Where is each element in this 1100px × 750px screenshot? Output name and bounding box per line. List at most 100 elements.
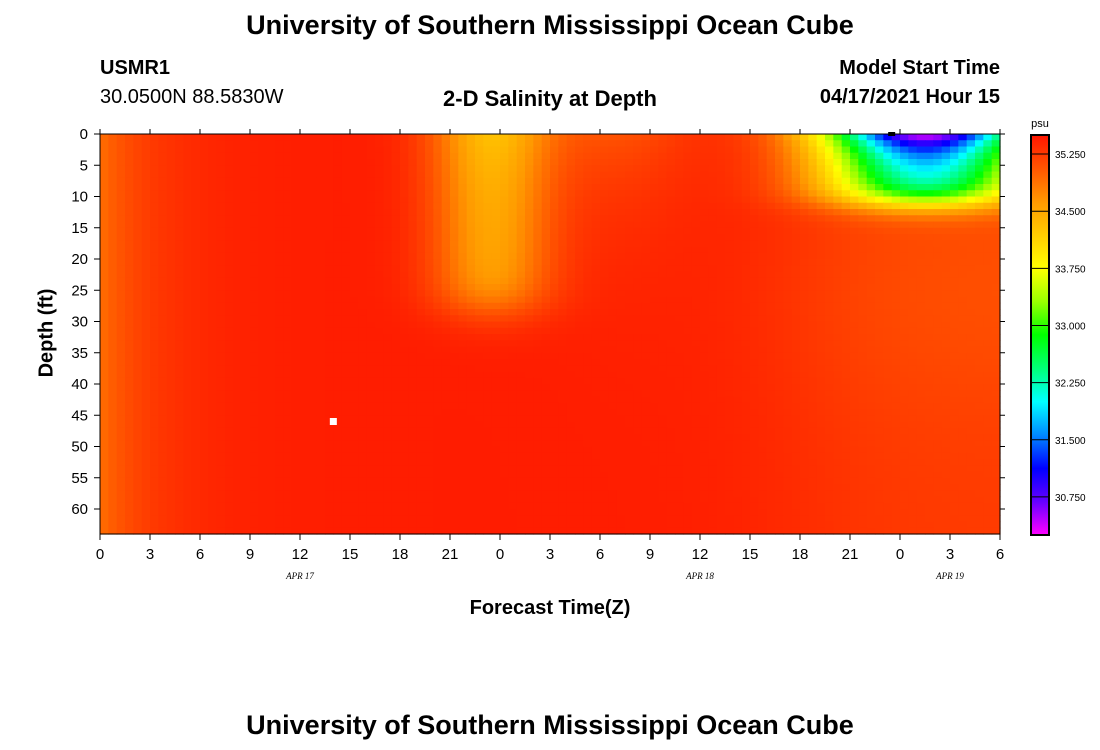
heatmap-cell [416, 215, 426, 223]
heatmap-cell [966, 415, 976, 423]
heatmap-cell [116, 359, 126, 366]
heatmap-cell [716, 277, 726, 285]
heatmap-cell [208, 290, 218, 298]
heatmap-cell [125, 359, 134, 366]
heatmap-cell [958, 346, 968, 354]
heatmap-cell [350, 190, 359, 198]
heatmap-cell [300, 246, 309, 254]
heatmap-cell [708, 365, 718, 373]
heatmap-cell [775, 196, 784, 204]
heatmap-cell [358, 309, 368, 316]
heatmap-cell [250, 196, 259, 204]
heatmap-cell [275, 246, 284, 254]
heatmap-cell [908, 227, 918, 235]
heatmap-cell [733, 315, 743, 323]
heatmap-cell [941, 415, 951, 423]
heatmap-cell [783, 271, 793, 279]
heatmap-cell [425, 321, 434, 329]
heatmap-cell [325, 134, 334, 141]
heatmap-cell [525, 334, 534, 341]
heatmap-cell [225, 402, 234, 410]
heatmap-cell [750, 171, 759, 179]
heatmap-cell [725, 327, 734, 335]
heatmap-cell [300, 165, 309, 173]
heatmap-cell [466, 390, 476, 398]
heatmap-cell [900, 284, 909, 291]
heatmap-cell [350, 202, 359, 210]
heatmap-cell [983, 215, 993, 223]
heatmap-cell [708, 302, 718, 310]
heatmap-cell [191, 315, 201, 323]
heatmap-cell [258, 377, 268, 385]
heatmap-cell [616, 371, 626, 379]
heatmap-cell [375, 165, 384, 173]
heatmap-cell [291, 221, 301, 229]
heatmap-cell [941, 334, 951, 341]
heatmap-cell [741, 390, 751, 398]
heatmap-cell [216, 221, 226, 229]
heatmap-cell [858, 215, 868, 223]
heatmap-cell [283, 152, 293, 160]
heatmap-cell [225, 234, 234, 241]
heatmap-cell [266, 277, 276, 285]
heatmap-cell [625, 252, 634, 260]
heatmap-cell [658, 309, 668, 316]
heatmap-cell [875, 309, 884, 316]
heatmap-cell [800, 209, 809, 216]
heatmap-cell [991, 190, 1001, 198]
heatmap-cell [433, 340, 443, 348]
heatmap-cell [750, 327, 759, 335]
heatmap-cell [833, 377, 843, 385]
heatmap-cell [375, 396, 384, 404]
heatmap-cell [441, 196, 451, 204]
heatmap-cell [966, 271, 976, 279]
heatmap-cell [550, 384, 559, 391]
heatmap-cell [300, 315, 309, 323]
heatmap-cell [800, 415, 809, 423]
heatmap-cell [633, 234, 643, 241]
heatmap-cell [733, 321, 743, 329]
heatmap-cell [325, 352, 334, 360]
heatmap-cell [791, 227, 801, 235]
heatmap-cell [841, 196, 851, 204]
heatmap-cell [416, 234, 426, 241]
heatmap-cell [458, 259, 468, 266]
heatmap-cell [608, 221, 618, 229]
heatmap-cell [525, 396, 534, 404]
heatmap-cell [783, 415, 793, 423]
heatmap-cell [166, 190, 176, 198]
heatmap-cell [833, 384, 843, 391]
heatmap-cell [916, 365, 926, 373]
heatmap-cell [491, 415, 501, 423]
heatmap-cell [583, 140, 593, 148]
heatmap-cell [358, 302, 368, 310]
heatmap-cell [908, 409, 918, 416]
heatmap-cell [483, 296, 493, 304]
heatmap-cell [391, 409, 401, 416]
heatmap-cell [316, 221, 326, 229]
heatmap-cell [733, 190, 743, 198]
heatmap-cell [833, 240, 843, 248]
heatmap-cell [666, 415, 676, 423]
heatmap-cell [483, 240, 493, 248]
heatmap-cell [850, 146, 859, 154]
heatmap-cell [908, 340, 918, 348]
heatmap-cell [333, 396, 343, 404]
heatmap-cell [858, 340, 868, 348]
heatmap-cell [875, 234, 884, 241]
heatmap-cell [558, 259, 568, 266]
heatmap-cell [841, 340, 851, 348]
heatmap-cell [158, 390, 168, 398]
heatmap-cell [308, 246, 318, 254]
heatmap-cell [366, 334, 376, 341]
heatmap-cell [566, 327, 576, 335]
heatmap-cell [175, 296, 184, 304]
heatmap-cell [991, 259, 1001, 266]
heatmap-cell [250, 252, 259, 260]
heatmap-cell [741, 259, 751, 266]
heatmap-cell [225, 134, 234, 141]
heatmap-cell [941, 359, 951, 366]
heatmap-cell [141, 384, 151, 391]
heatmap-cell [750, 321, 759, 329]
heatmap-cell [400, 334, 409, 341]
